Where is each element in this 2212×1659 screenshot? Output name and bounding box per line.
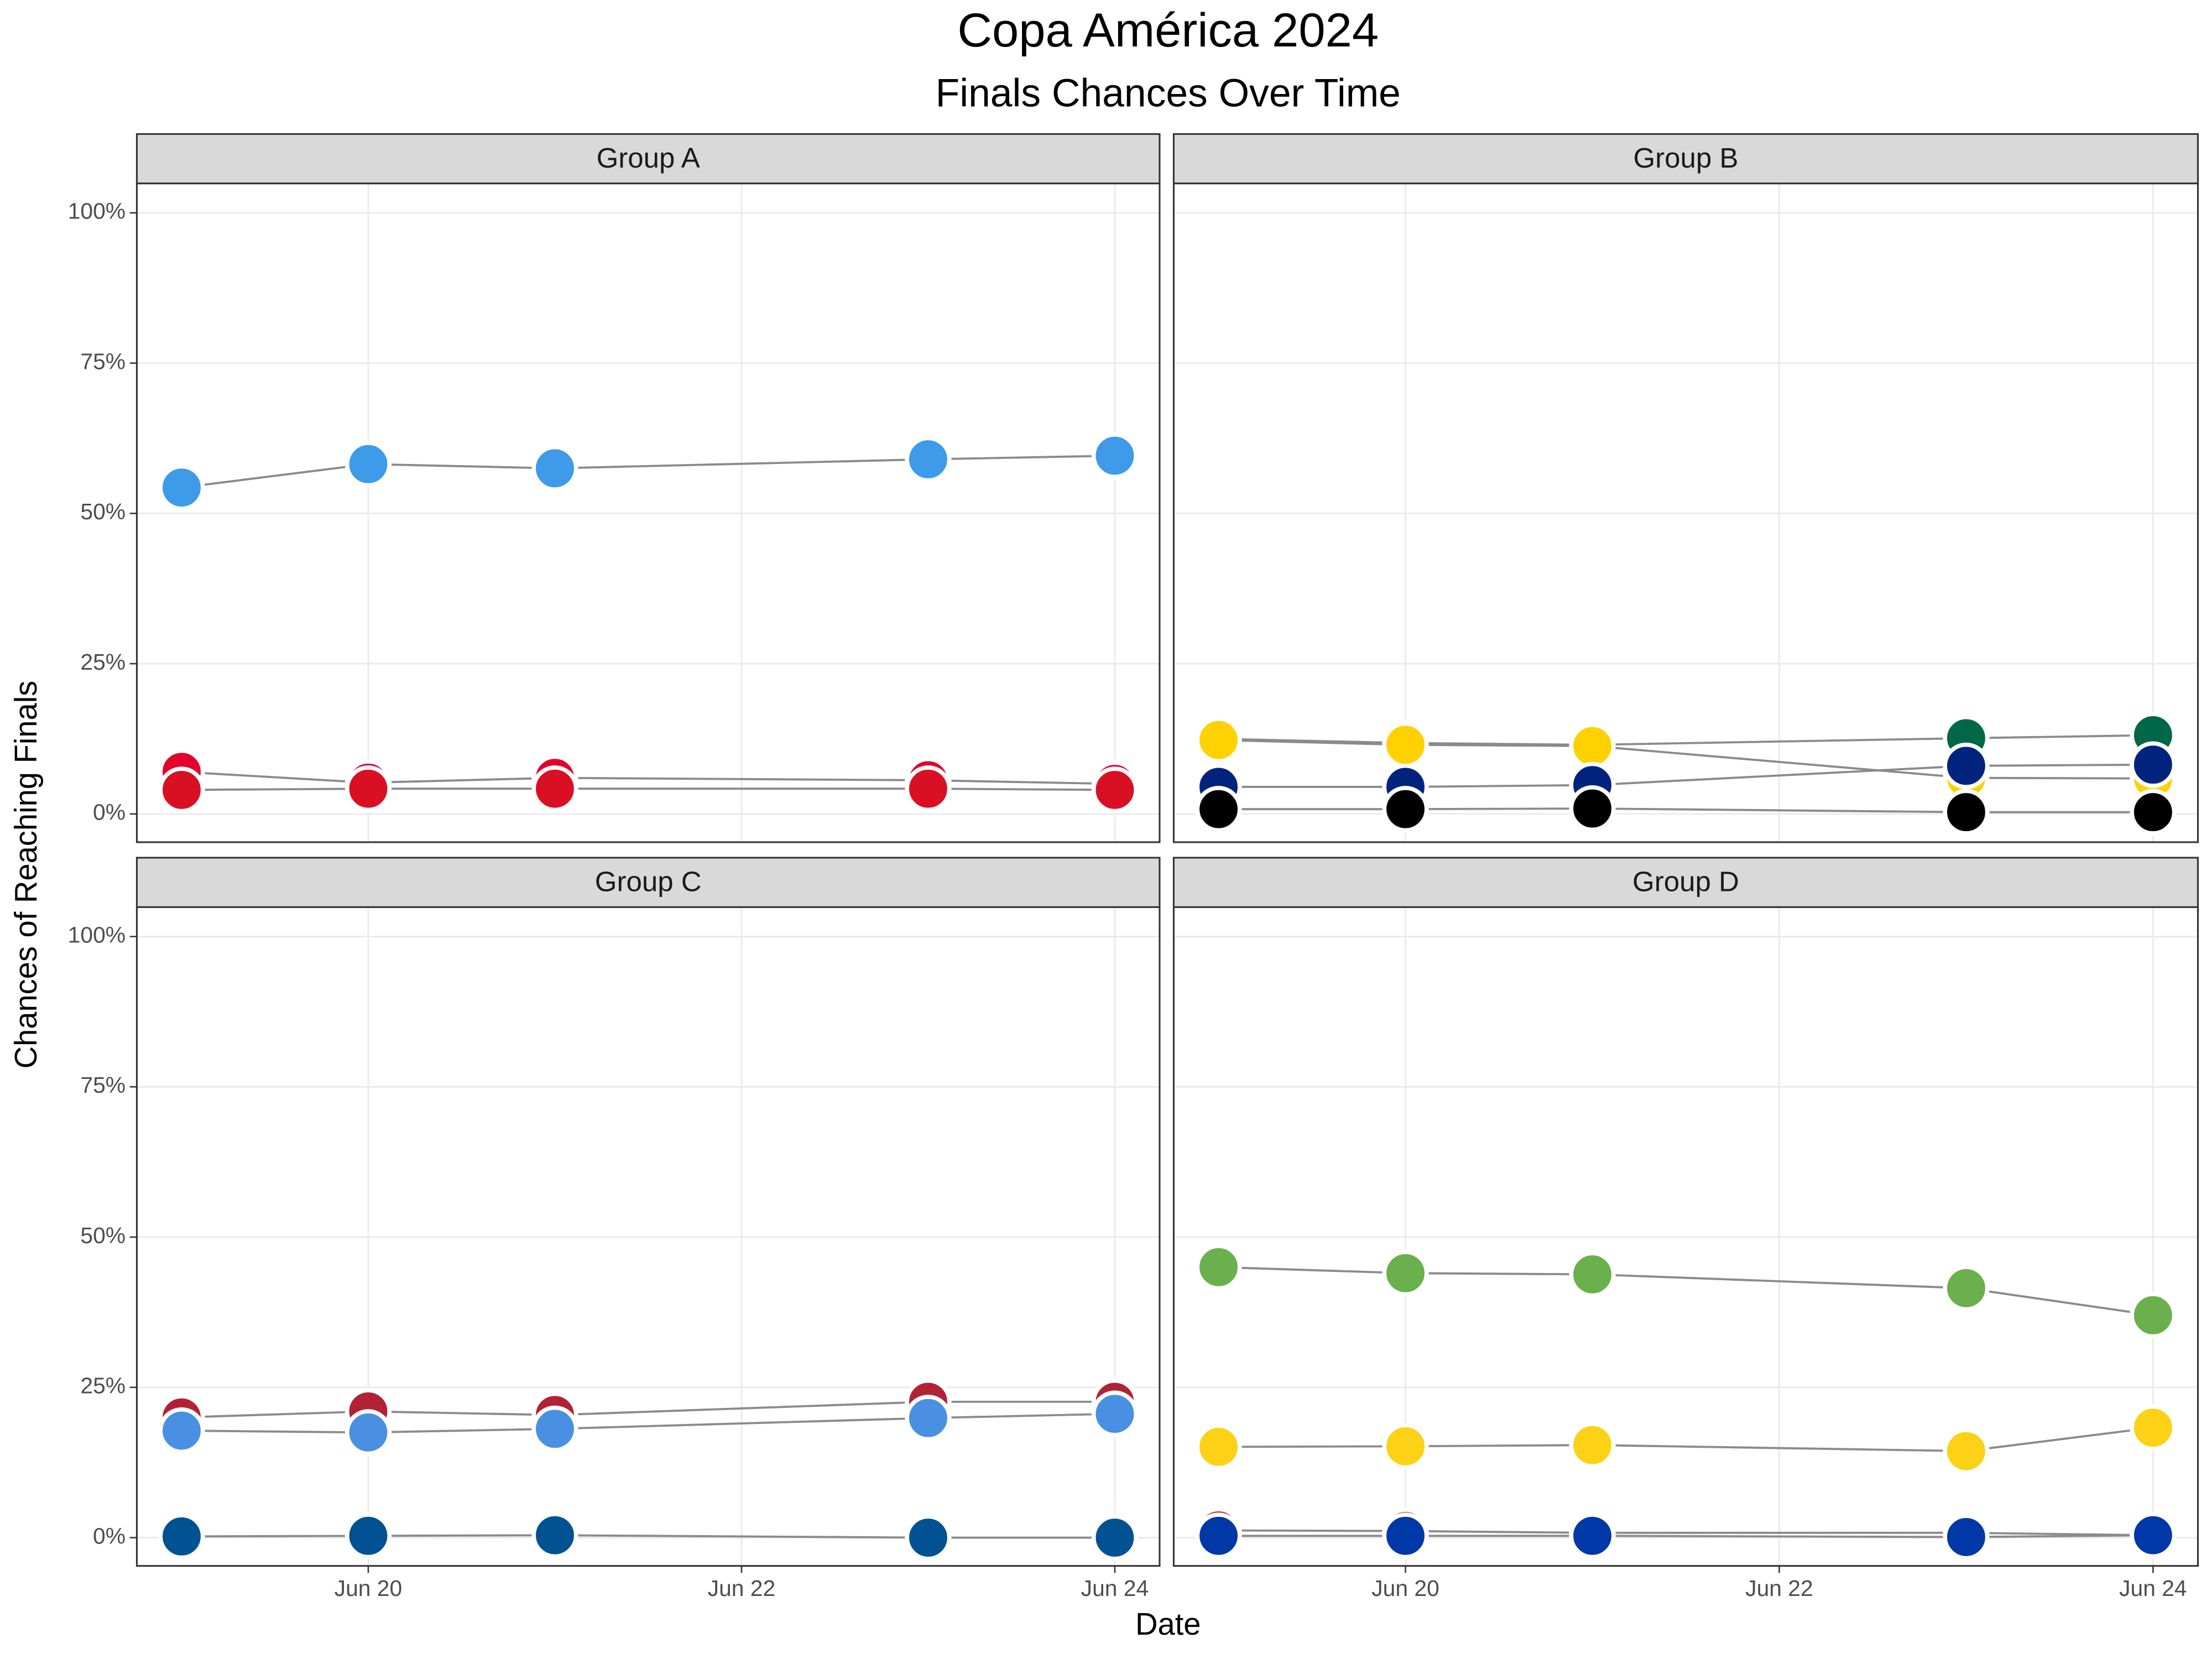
y-tick-label: 50% — [80, 1223, 126, 1248]
strip-label: Group D — [1632, 866, 1739, 898]
point — [345, 1512, 392, 1559]
point — [1382, 1512, 1429, 1559]
x-tick-label: Jun 22 — [708, 1575, 776, 1601]
point — [905, 765, 952, 812]
y-axis-label: Chances of Reaching Finals — [8, 681, 43, 1069]
point — [905, 436, 952, 483]
point — [1091, 432, 1139, 479]
point — [158, 1407, 205, 1454]
point — [1382, 1250, 1429, 1297]
point — [345, 441, 392, 488]
y-tick-label: 0% — [93, 800, 126, 825]
point — [531, 1405, 578, 1452]
point — [1382, 1423, 1429, 1470]
point — [2130, 1292, 2177, 1339]
strip-background — [135, 857, 1161, 908]
point — [2130, 789, 2177, 836]
point — [345, 1409, 392, 1456]
point — [905, 1395, 952, 1442]
point — [1195, 1423, 1242, 1470]
strip-label: Group C — [595, 866, 702, 898]
point — [345, 765, 392, 812]
panel: Group C 0% 25% 50% 75% 100% Jun 20 Jun 22 Jun 24 — [68, 857, 1161, 1601]
x-tick-label: Jun 20 — [1371, 1575, 1439, 1601]
strip-background — [135, 133, 1161, 185]
y-tick-label: 25% — [80, 1373, 126, 1399]
point — [2130, 1512, 2177, 1559]
y-tick-label: 100% — [68, 922, 126, 947]
point — [1091, 1514, 1139, 1561]
point — [1195, 1244, 1242, 1291]
point — [1382, 786, 1429, 833]
y-tick-label: 50% — [80, 499, 126, 524]
point — [2130, 1404, 2177, 1451]
point — [1943, 789, 1990, 836]
point — [1569, 722, 1616, 770]
panel: Group A 0% 25% 50% 75% 100% — [68, 133, 1161, 843]
strip-label: Group B — [1633, 142, 1738, 174]
chart-subtitle: Finals Chances Over Time — [936, 71, 1401, 115]
series-line — [181, 787, 1115, 791]
point — [1569, 1251, 1616, 1298]
point — [1195, 1512, 1242, 1559]
point — [1091, 766, 1139, 813]
x-tick-label: Jun 24 — [1081, 1575, 1149, 1601]
point — [1569, 1512, 1616, 1559]
x-tick-label: Jun 24 — [2119, 1575, 2187, 1601]
x-axis-label: Date — [1135, 1606, 1201, 1641]
x-tick-label: Jun 22 — [1745, 1575, 1813, 1601]
point — [1382, 721, 1429, 768]
point — [2130, 741, 2177, 788]
x-tick-label: Jun 20 — [335, 1575, 403, 1601]
strip-background — [1172, 857, 2199, 908]
y-tick-label: 75% — [80, 1072, 126, 1098]
y-tick-label: 75% — [80, 348, 126, 374]
point — [1195, 717, 1242, 764]
strip-background — [1172, 133, 2199, 185]
point — [1569, 1422, 1616, 1469]
point — [531, 765, 578, 812]
point — [158, 766, 205, 813]
panel: Group B — [1172, 133, 2199, 843]
panel: Group D Jun 20 Jun 22 Jun 24 — [1172, 857, 2199, 1601]
point — [1943, 1265, 1990, 1312]
y-tick-label: 100% — [68, 199, 126, 224]
chart-title: Copa América 2024 — [957, 3, 1379, 57]
point — [1943, 1514, 1990, 1561]
point — [1569, 785, 1616, 832]
point — [1943, 1427, 1990, 1475]
point — [158, 1513, 205, 1560]
y-tick-label: 0% — [93, 1523, 126, 1548]
y-tick-label: 25% — [80, 649, 126, 675]
point — [905, 1514, 952, 1561]
point — [1091, 1390, 1139, 1437]
point — [1195, 786, 1242, 833]
point — [531, 445, 578, 492]
point — [531, 1512, 578, 1559]
strip-label: Group A — [597, 142, 700, 174]
point — [1943, 742, 1990, 790]
point — [158, 464, 205, 511]
